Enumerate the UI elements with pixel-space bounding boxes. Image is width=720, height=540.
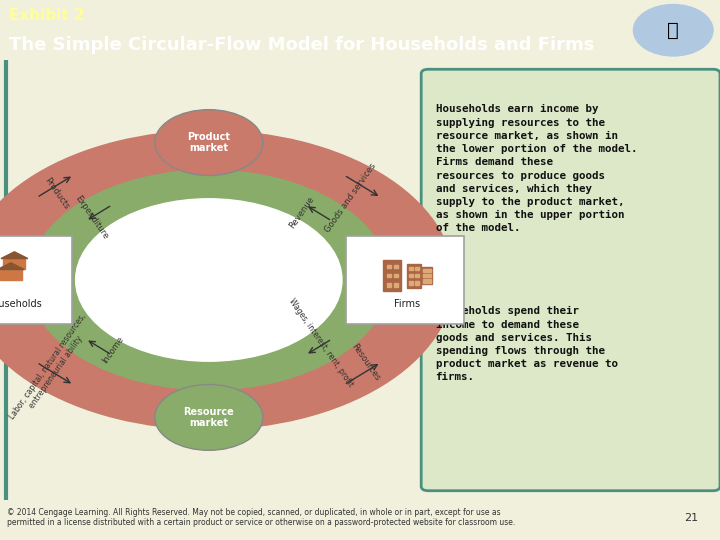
Text: 21: 21 <box>684 512 698 523</box>
Text: 🏠: 🏠 <box>667 21 679 40</box>
Bar <box>409 281 413 285</box>
Bar <box>423 279 427 282</box>
Polygon shape <box>1 252 28 259</box>
Bar <box>387 274 391 278</box>
Bar <box>423 274 427 278</box>
Bar <box>415 267 419 270</box>
Bar <box>394 265 398 268</box>
Bar <box>394 283 398 287</box>
Bar <box>415 274 419 278</box>
Bar <box>409 274 413 278</box>
Bar <box>415 281 419 285</box>
Text: Resources: Resources <box>349 342 382 382</box>
Bar <box>427 274 431 278</box>
FancyBboxPatch shape <box>421 69 720 491</box>
Bar <box>409 267 413 270</box>
Text: © 2014 Cengage Learning. All Rights Reserved. May not be copied, scanned, or dup: © 2014 Cengage Learning. All Rights Rese… <box>7 508 516 528</box>
Text: Households spend their
income to demand these
goods and services. This
spending : Households spend their income to demand … <box>436 306 618 382</box>
Bar <box>407 264 421 288</box>
Circle shape <box>76 199 342 361</box>
Polygon shape <box>0 263 24 269</box>
Text: Products: Products <box>43 176 71 211</box>
Bar <box>427 268 431 272</box>
Text: The Simple Circular-Flow Model for Households and Firms: The Simple Circular-Flow Model for House… <box>9 36 595 55</box>
Text: Households: Households <box>0 299 41 309</box>
Text: Firms: Firms <box>394 299 420 309</box>
Text: Resource
market: Resource market <box>184 407 234 428</box>
Bar <box>427 279 431 282</box>
Text: Product
market: Product market <box>187 132 230 153</box>
Bar <box>383 260 402 291</box>
Ellipse shape <box>634 4 713 56</box>
Bar <box>387 265 391 268</box>
Bar <box>423 268 427 272</box>
Circle shape <box>155 110 263 176</box>
FancyBboxPatch shape <box>0 269 22 280</box>
Text: Labor, capital, natural resources,
entrepreneurial ability: Labor, capital, natural resources, entre… <box>8 312 96 427</box>
Text: Income: Income <box>101 335 126 366</box>
Text: Expenditure: Expenditure <box>73 194 109 241</box>
FancyBboxPatch shape <box>346 236 464 324</box>
Bar <box>394 274 398 278</box>
Text: Revenue: Revenue <box>287 195 316 231</box>
Text: Households earn income by
supplying resources to the
resource market, as shown i: Households earn income by supplying reso… <box>436 104 637 233</box>
FancyBboxPatch shape <box>4 259 25 269</box>
Text: Wages, interest, rent, profit: Wages, interest, rent, profit <box>287 297 356 389</box>
Text: Goods and services: Goods and services <box>323 161 378 234</box>
Bar <box>422 267 432 285</box>
Circle shape <box>155 384 263 450</box>
Bar <box>387 283 391 287</box>
FancyBboxPatch shape <box>0 236 72 324</box>
Text: Exhibit 2: Exhibit 2 <box>9 8 85 23</box>
